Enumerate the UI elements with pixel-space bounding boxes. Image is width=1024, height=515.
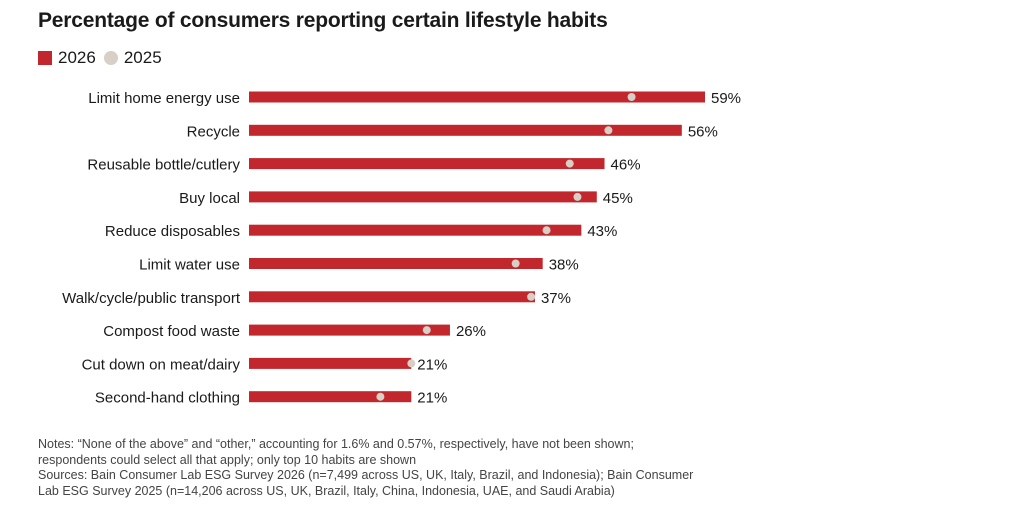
value-label: 21% xyxy=(417,356,447,373)
bar-chart: Limit home energy use 59% Recycle 56% Reusab… xyxy=(62,90,741,407)
bar-2026 xyxy=(249,291,535,303)
dot-2025 xyxy=(604,126,613,135)
category-label: Buy local xyxy=(179,190,240,207)
value-label: 43% xyxy=(587,223,617,240)
legend-swatch-2026 xyxy=(38,51,52,65)
notes-line-1: Notes: “None of the above” and “other,” … xyxy=(38,437,634,451)
legend: 2026 2025 xyxy=(38,48,170,68)
sources-line-2: Lab ESG Survey 2025 (n=14,206 across US,… xyxy=(38,483,615,498)
category-label: Limit home energy use xyxy=(88,90,240,107)
dot-2025 xyxy=(511,259,520,268)
category-label: Compost food waste xyxy=(103,323,240,340)
notes-line-2: respondents could select all that apply;… xyxy=(38,452,417,467)
value-label: 46% xyxy=(611,157,641,174)
dot-2025 xyxy=(542,226,551,235)
bar-2026 xyxy=(249,158,605,170)
chart-notes: Notes: “None of the above” and “other,” … xyxy=(38,437,998,499)
category-label: Reusable bottle/cutlery xyxy=(87,157,240,174)
bar-2026 xyxy=(249,391,412,403)
category-label: Recycle xyxy=(187,123,240,140)
value-label: 38% xyxy=(549,257,579,274)
sources-line-1: Sources: Bain Consumer Lab ESG Survey 20… xyxy=(38,468,694,482)
dot-2025 xyxy=(573,192,582,201)
bar-2026 xyxy=(249,258,543,269)
category-label: Limit water use xyxy=(139,257,240,274)
bar-2026 xyxy=(249,357,412,369)
dot-2025 xyxy=(527,292,536,301)
bar-2026 xyxy=(249,91,705,103)
bar-2026 xyxy=(249,124,682,136)
dot-2025 xyxy=(376,392,385,401)
bar-2026 xyxy=(249,224,582,236)
bar-2026 xyxy=(249,191,597,203)
legend-item-2025: 2025 xyxy=(103,48,162,68)
value-label: 37% xyxy=(541,290,571,307)
value-label: 26% xyxy=(456,323,486,340)
legend-swatch-2025 xyxy=(103,51,118,65)
legend-label-2025: 2025 xyxy=(123,48,162,67)
chart-title: Percentage of consumers reporting certai… xyxy=(38,9,608,32)
category-label: Reduce disposables xyxy=(105,223,240,240)
category-label: Cut down on meat/dairy xyxy=(82,356,241,373)
category-label: Walk/cycle/public transport xyxy=(62,290,241,307)
value-label: 45% xyxy=(603,190,633,207)
dot-2025 xyxy=(565,159,574,168)
dot-2025 xyxy=(407,359,416,368)
legend-item-2026: 2026 xyxy=(38,48,96,68)
value-label: 56% xyxy=(688,123,718,140)
dot-2025 xyxy=(627,93,636,101)
dot-2025 xyxy=(422,326,431,335)
bar-2026 xyxy=(249,324,450,336)
value-label: 21% xyxy=(417,390,447,407)
category-label: Second-hand clothing xyxy=(95,390,240,407)
legend-label-2026: 2026 xyxy=(58,48,96,67)
value-label: 59% xyxy=(711,90,741,107)
